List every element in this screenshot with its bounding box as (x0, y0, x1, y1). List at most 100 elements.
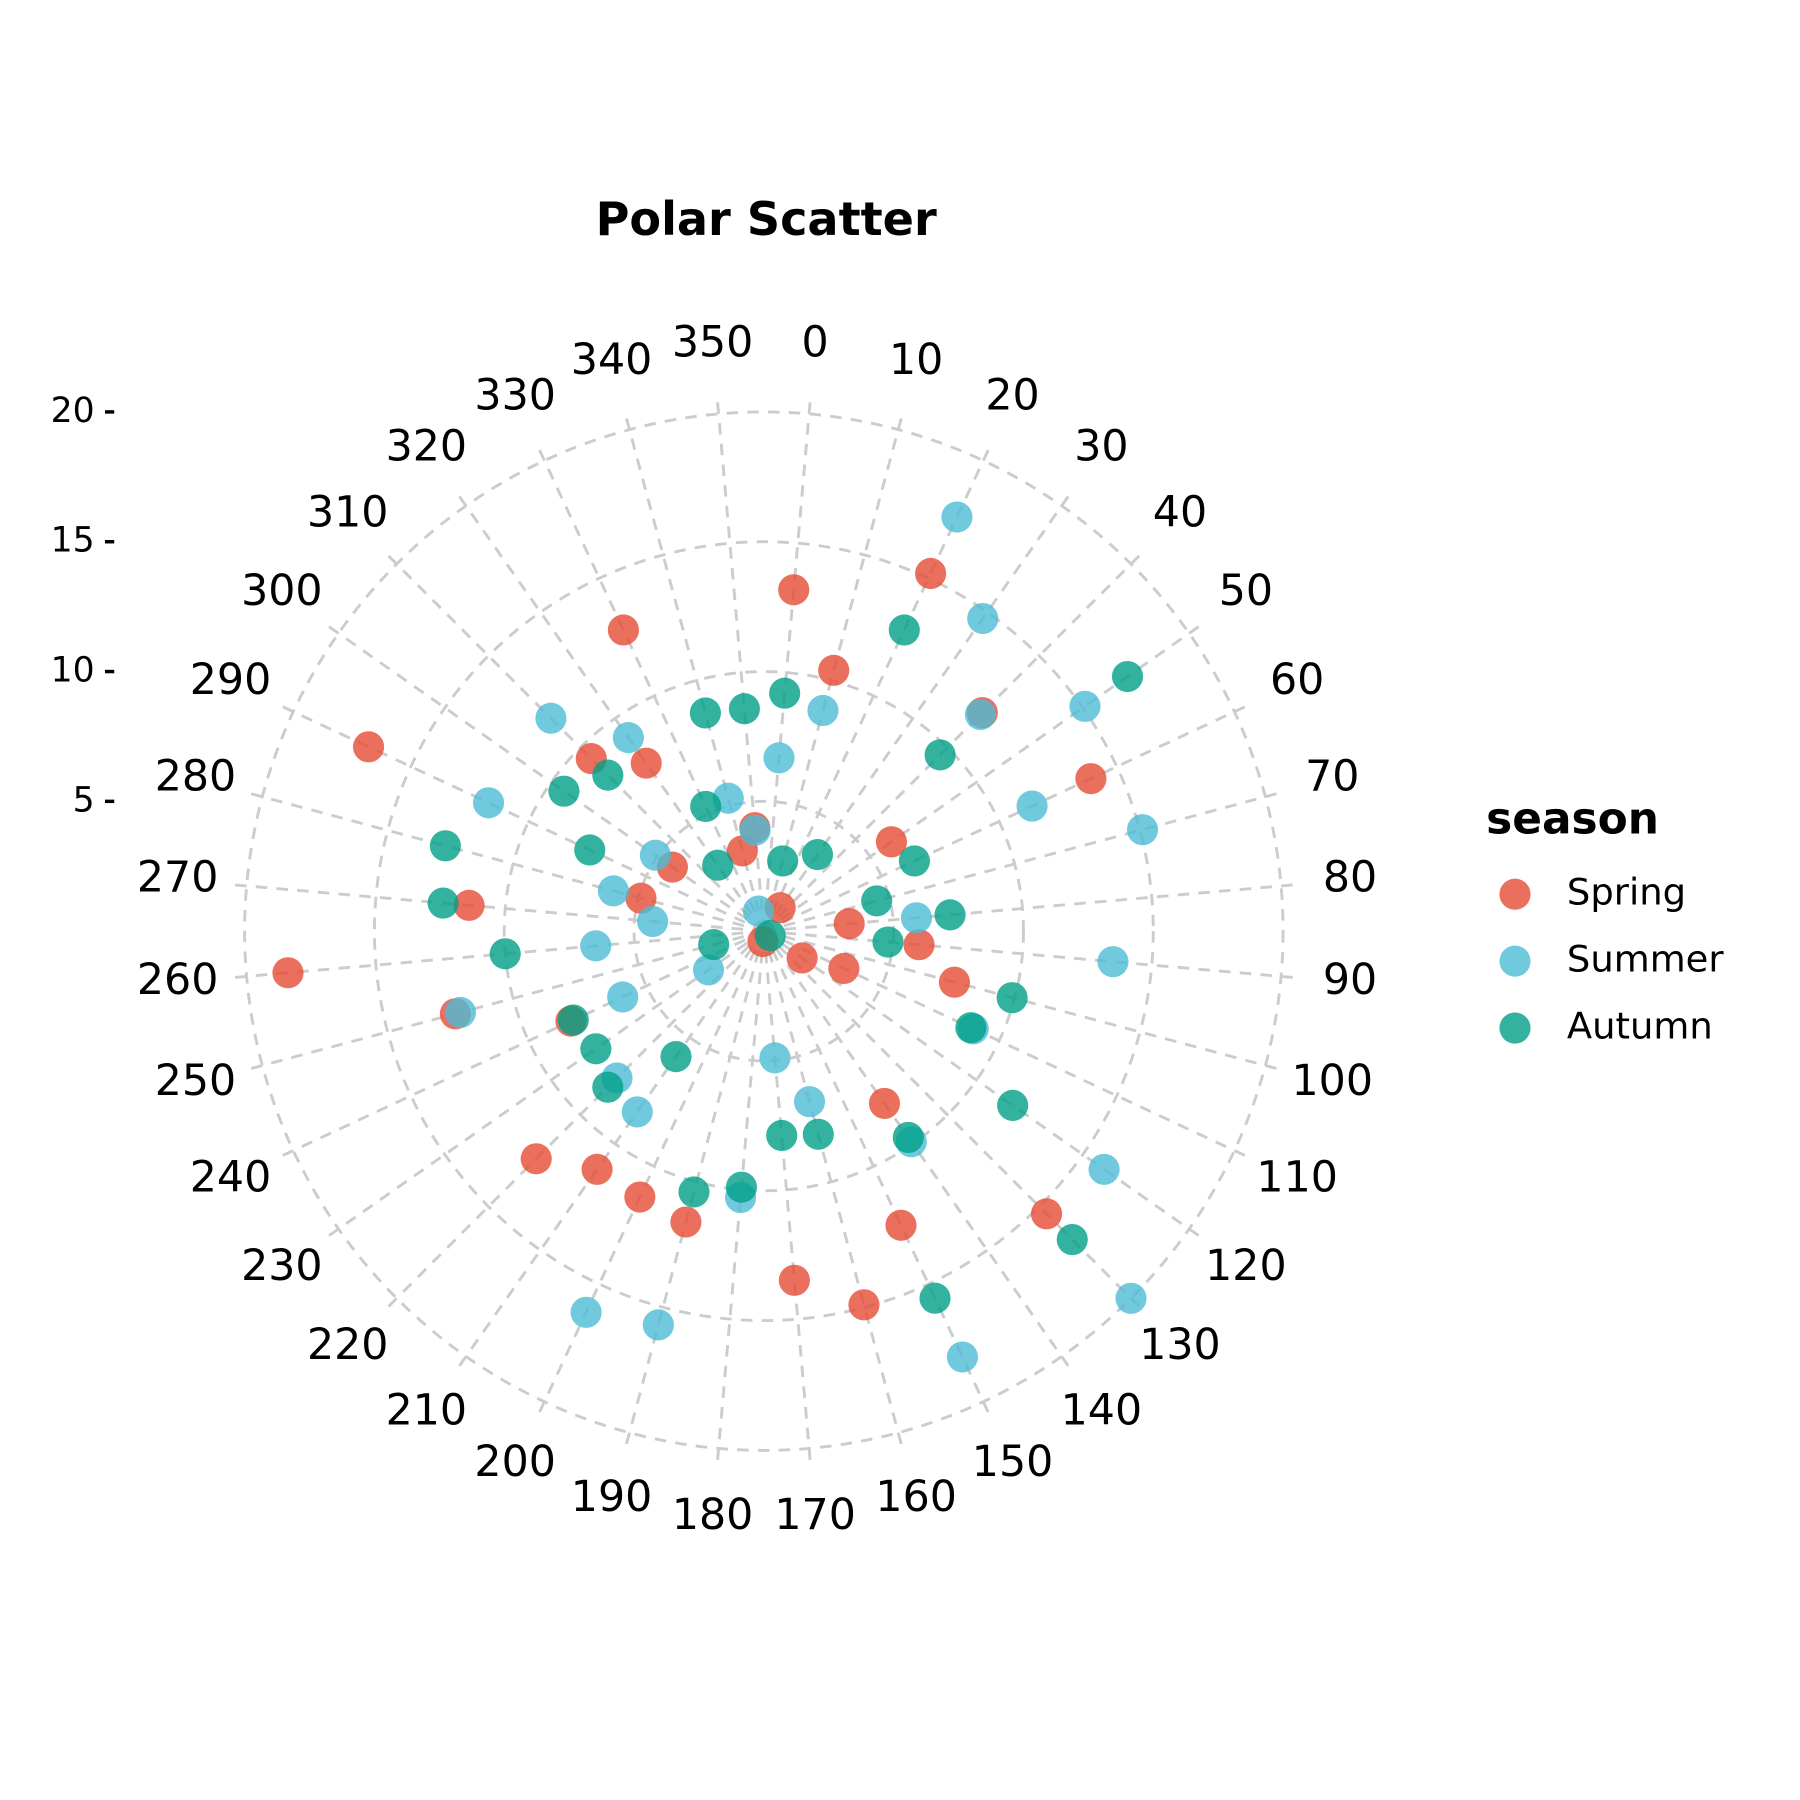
point (763, 742, 795, 774)
point (453, 889, 485, 921)
point (903, 929, 935, 961)
point (1111, 660, 1144, 693)
point (624, 1181, 656, 1213)
radial-grid-circle (502, 670, 1025, 1193)
point (759, 1042, 791, 1074)
angular-grid-line (762, 930, 1073, 1372)
point (592, 759, 624, 791)
point (934, 899, 966, 931)
point (828, 952, 860, 985)
angular-grid-line (763, 703, 1251, 933)
angular-grid-line (276, 929, 765, 1160)
legend-title: season (1486, 794, 1659, 845)
angular-tick-label: 240 (190, 1152, 271, 1202)
point (786, 942, 818, 974)
point (570, 1296, 602, 1328)
point (888, 614, 920, 646)
point (892, 1121, 924, 1154)
point (898, 845, 931, 877)
angular-grid-line (383, 550, 765, 933)
radial-tick-label: 15 (51, 521, 95, 561)
radial-tick-label: 5 (73, 780, 95, 820)
point (818, 654, 850, 686)
point (1075, 763, 1107, 795)
angular-tick-label: 310 (307, 488, 388, 538)
angular-tick-label: 80 (1323, 852, 1377, 902)
angular-grid-line (383, 930, 765, 1312)
point (793, 1086, 826, 1118)
point (1088, 1153, 1120, 1185)
angular-tick-label: 320 (386, 422, 467, 472)
point (754, 920, 786, 952)
point (670, 1206, 702, 1238)
point (728, 693, 760, 725)
point (597, 875, 629, 907)
angular-tick-label: 330 (474, 370, 555, 420)
point (861, 885, 893, 917)
point (967, 602, 999, 635)
angular-grid-line (715, 931, 766, 1466)
angular-tick-label: 290 (190, 655, 271, 705)
point (900, 902, 933, 934)
angular-tick-label: 180 (672, 1490, 753, 1540)
point (1016, 790, 1048, 822)
angular-grid-line (763, 929, 1299, 980)
point (725, 1171, 758, 1203)
point (472, 787, 505, 819)
angular-tick-label: 20 (985, 370, 1039, 420)
angular-tick-label: 280 (155, 751, 236, 801)
point (607, 614, 639, 646)
point (621, 1096, 653, 1128)
radial-grid-circle (243, 410, 1285, 1452)
angular-tick-label: 60 (1270, 655, 1324, 705)
legend-label: Spring (1567, 871, 1686, 914)
legend-marker (1499, 945, 1531, 977)
point (919, 1282, 951, 1314)
point (625, 882, 657, 914)
point (1115, 1282, 1147, 1314)
point (778, 574, 810, 606)
point (924, 739, 956, 771)
point (801, 839, 834, 871)
point (592, 1071, 624, 1103)
angular-tick-label: 30 (1074, 422, 1128, 472)
point (739, 814, 771, 846)
angular-tick-label: 200 (474, 1437, 555, 1487)
point (272, 957, 304, 989)
radial-tick-label: 20 (51, 391, 95, 431)
angular-tick-label: 90 (1323, 955, 1377, 1005)
point (630, 747, 662, 779)
point (429, 830, 461, 862)
point (639, 839, 671, 871)
angular-grid-line (762, 412, 905, 932)
point (769, 677, 801, 709)
angular-tick-label: 210 (386, 1386, 467, 1436)
point (807, 694, 839, 727)
point (637, 905, 669, 938)
angular-tick-label: 50 (1219, 566, 1273, 616)
point (660, 1041, 692, 1073)
point (742, 895, 775, 927)
angular-tick-label: 350 (672, 317, 753, 367)
angular-tick-label: 340 (571, 335, 652, 385)
point (802, 1118, 834, 1150)
angular-grid-line (535, 930, 766, 1419)
legend-marker (1499, 878, 1531, 910)
point (767, 845, 799, 877)
angular-tick-label: 170 (774, 1490, 855, 1540)
angular-grid-line (762, 930, 992, 1419)
point (955, 1012, 987, 1044)
point (997, 1089, 1029, 1121)
point (489, 938, 521, 970)
angular-grid-line (454, 930, 766, 1372)
angular-tick-label: 260 (137, 955, 218, 1005)
point (938, 966, 971, 998)
angular-grid-line (623, 930, 766, 1450)
angular-tick-label: 0 (802, 317, 829, 367)
chart-title: Polar Scatter (596, 192, 937, 246)
legend-label: Autumn (1567, 1005, 1713, 1048)
angular-grid-line (762, 550, 1145, 933)
point (885, 1209, 917, 1241)
angular-grid-line (762, 396, 813, 932)
